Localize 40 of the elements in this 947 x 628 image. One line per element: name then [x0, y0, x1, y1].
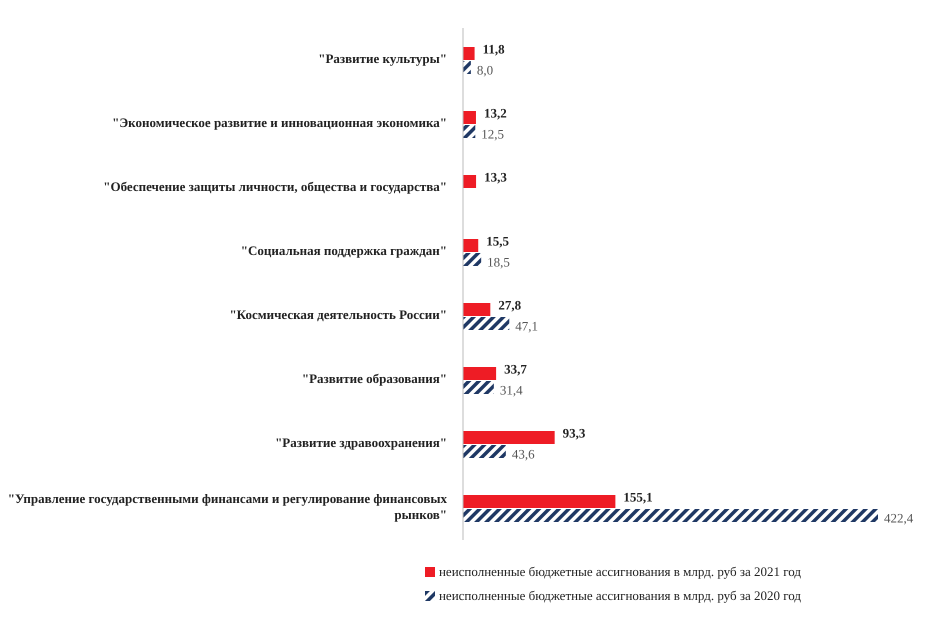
- bar: [463, 317, 510, 330]
- data-label: 33,7: [504, 361, 528, 376]
- data-label: 13,2: [484, 105, 507, 120]
- bar: [463, 381, 494, 394]
- bar: [463, 47, 475, 60]
- bar: [463, 495, 616, 508]
- y-tick-label: "Экономическое развитие и инновационная экономика": [112, 114, 447, 130]
- bar: [463, 253, 482, 266]
- y-tick-label: "Управление государственными финансами и регулирование финансовых рынков": [8, 490, 448, 522]
- data-label: 422,4: [884, 510, 914, 526]
- data-label: 15,5: [486, 233, 510, 248]
- y-tick-label: "Обеспечение защиты личности, общества и государства": [103, 178, 447, 194]
- data-label: 47,1: [515, 318, 538, 334]
- y-tick-label: "Развитие здравоохранения": [275, 434, 447, 450]
- bar: [463, 175, 476, 188]
- data-label: 11,8: [482, 41, 506, 56]
- bar: [463, 431, 555, 444]
- bar: [463, 509, 878, 522]
- data-label: 18,5: [487, 254, 510, 270]
- y-tick-label: "Развитие культуры": [318, 50, 447, 66]
- y-tick-label: "Социальная поддержка граждан": [240, 242, 447, 258]
- data-label: 155,1: [623, 489, 653, 504]
- y-tick-label: "Развитие образования": [302, 370, 447, 386]
- legend-label: неисполненные бюджетные ассигнования в млрд. руб за 2020 год: [438, 588, 802, 604]
- bar: [463, 367, 496, 380]
- bar: [463, 445, 506, 458]
- data-label: 43,6: [512, 446, 536, 462]
- bar: [463, 61, 471, 74]
- bar: [463, 303, 490, 316]
- data-label: 27,8: [498, 297, 522, 312]
- data-label: 31,4: [500, 382, 524, 398]
- y-tick-label: "Космическая деятельность России": [229, 306, 447, 322]
- bar: [463, 111, 476, 124]
- bar: [463, 125, 476, 138]
- data-label: 93,3: [562, 425, 586, 440]
- data-label: 8,0: [476, 62, 494, 78]
- legend-label: неисполненные бюджетные ассигнования в млрд. руб за 2021 год: [438, 564, 802, 580]
- data-label: 12,5: [481, 126, 504, 142]
- data-label: 13,3: [484, 169, 508, 184]
- bar: [463, 239, 478, 252]
